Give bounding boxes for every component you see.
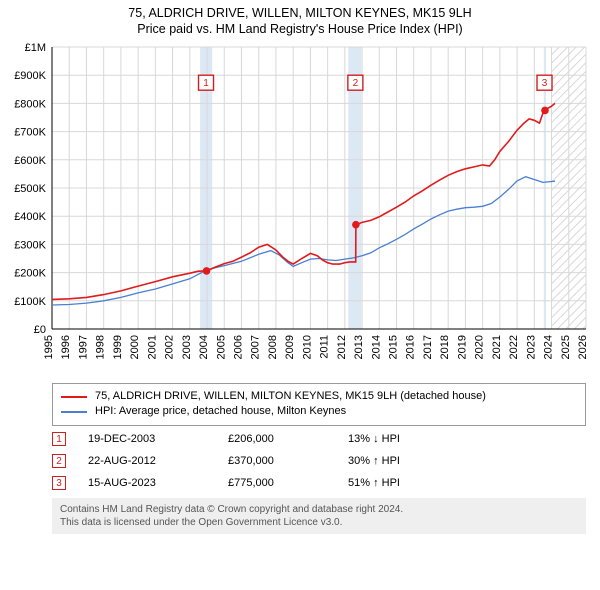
- svg-text:2009: 2009: [284, 335, 296, 359]
- event-diff: 13% ↓ HPI: [348, 433, 468, 445]
- svg-text:1998: 1998: [95, 335, 107, 359]
- svg-text:2003: 2003: [181, 335, 193, 359]
- svg-text:2022: 2022: [508, 335, 520, 359]
- svg-text:£600K: £600K: [14, 155, 46, 167]
- chart-title-block: 75, ALDRICH DRIVE, WILLEN, MILTON KEYNES…: [0, 0, 600, 37]
- legend-item-property: 75, ALDRICH DRIVE, WILLEN, MILTON KEYNES…: [61, 389, 577, 404]
- svg-text:1997: 1997: [77, 335, 89, 359]
- svg-text:£300K: £300K: [14, 240, 46, 252]
- svg-text:2025: 2025: [560, 335, 572, 359]
- event-marker-2: 2: [52, 454, 66, 468]
- svg-text:2008: 2008: [267, 335, 279, 359]
- svg-text:2005: 2005: [215, 335, 227, 359]
- legend-swatch-hpi: [61, 411, 87, 413]
- svg-text:£100K: £100K: [14, 296, 46, 308]
- legend-swatch-property: [61, 396, 87, 398]
- event-row: 1 19-DEC-2003 £206,000 13% ↓ HPI: [52, 428, 586, 450]
- svg-text:2018: 2018: [439, 335, 451, 359]
- title-line-2: Price paid vs. HM Land Registry's House …: [0, 22, 600, 38]
- svg-text:2014: 2014: [370, 335, 382, 359]
- legend-item-hpi: HPI: Average price, detached house, Milt…: [61, 404, 577, 419]
- svg-text:2026: 2026: [577, 335, 589, 359]
- svg-text:£500K: £500K: [14, 183, 46, 195]
- footer-line-2: This data is licensed under the Open Gov…: [60, 516, 578, 529]
- event-marker-1: 1: [52, 432, 66, 446]
- svg-text:2001: 2001: [146, 335, 158, 359]
- svg-text:1: 1: [203, 78, 209, 89]
- svg-text:2012: 2012: [336, 335, 348, 359]
- svg-text:2020: 2020: [474, 335, 486, 359]
- event-price: £370,000: [228, 455, 348, 467]
- svg-text:2006: 2006: [232, 335, 244, 359]
- svg-text:2000: 2000: [129, 335, 141, 359]
- svg-text:2011: 2011: [319, 335, 331, 359]
- footer-attribution: Contains HM Land Registry data © Crown c…: [52, 498, 586, 534]
- event-row: 3 15-AUG-2023 £775,000 51% ↑ HPI: [52, 472, 586, 494]
- svg-text:3: 3: [542, 78, 548, 89]
- svg-text:£0: £0: [34, 324, 46, 336]
- event-date: 15-AUG-2023: [88, 477, 228, 489]
- svg-text:2007: 2007: [250, 335, 262, 359]
- svg-text:2019: 2019: [456, 335, 468, 359]
- svg-text:1996: 1996: [60, 335, 72, 359]
- svg-text:£800K: £800K: [14, 99, 46, 111]
- svg-text:£1M: £1M: [25, 42, 46, 54]
- svg-text:2010: 2010: [301, 335, 313, 359]
- svg-text:1999: 1999: [112, 335, 124, 359]
- svg-text:1995: 1995: [43, 335, 55, 359]
- svg-text:2017: 2017: [422, 335, 434, 359]
- event-date: 19-DEC-2003: [88, 433, 228, 445]
- event-price: £775,000: [228, 477, 348, 489]
- event-diff: 51% ↑ HPI: [348, 477, 468, 489]
- svg-text:£700K: £700K: [14, 127, 46, 139]
- event-row: 2 22-AUG-2012 £370,000 30% ↑ HPI: [52, 450, 586, 472]
- event-date: 22-AUG-2012: [88, 455, 228, 467]
- svg-text:2: 2: [353, 78, 359, 89]
- event-diff: 30% ↑ HPI: [348, 455, 468, 467]
- event-price: £206,000: [228, 433, 348, 445]
- svg-text:2016: 2016: [405, 335, 417, 359]
- legend: 75, ALDRICH DRIVE, WILLEN, MILTON KEYNES…: [52, 383, 586, 426]
- price-chart: £0 £100K £200K £300K £400K £500K £600K £700K £80…: [0, 37, 600, 377]
- title-line-1: 75, ALDRICH DRIVE, WILLEN, MILTON KEYNES…: [0, 6, 600, 22]
- svg-text:2024: 2024: [543, 335, 555, 359]
- event-marker-3: 3: [52, 476, 66, 490]
- svg-text:2021: 2021: [491, 335, 503, 359]
- chart-area: £0 £100K £200K £300K £400K £500K £600K £700K £80…: [0, 37, 600, 377]
- svg-text:2023: 2023: [525, 335, 537, 359]
- svg-text:£400K: £400K: [14, 211, 46, 223]
- svg-text:£900K: £900K: [14, 70, 46, 82]
- footer-line-1: Contains HM Land Registry data © Crown c…: [60, 503, 578, 516]
- svg-text:2004: 2004: [198, 335, 210, 359]
- legend-label-property: 75, ALDRICH DRIVE, WILLEN, MILTON KEYNES…: [95, 389, 486, 404]
- sale-events: 1 19-DEC-2003 £206,000 13% ↓ HPI 2 22-AU…: [52, 428, 586, 494]
- svg-text:2002: 2002: [164, 335, 176, 359]
- legend-label-hpi: HPI: Average price, detached house, Milt…: [95, 404, 346, 419]
- svg-text:2013: 2013: [353, 335, 365, 359]
- svg-text:2015: 2015: [388, 335, 400, 359]
- svg-text:£200K: £200K: [14, 268, 46, 280]
